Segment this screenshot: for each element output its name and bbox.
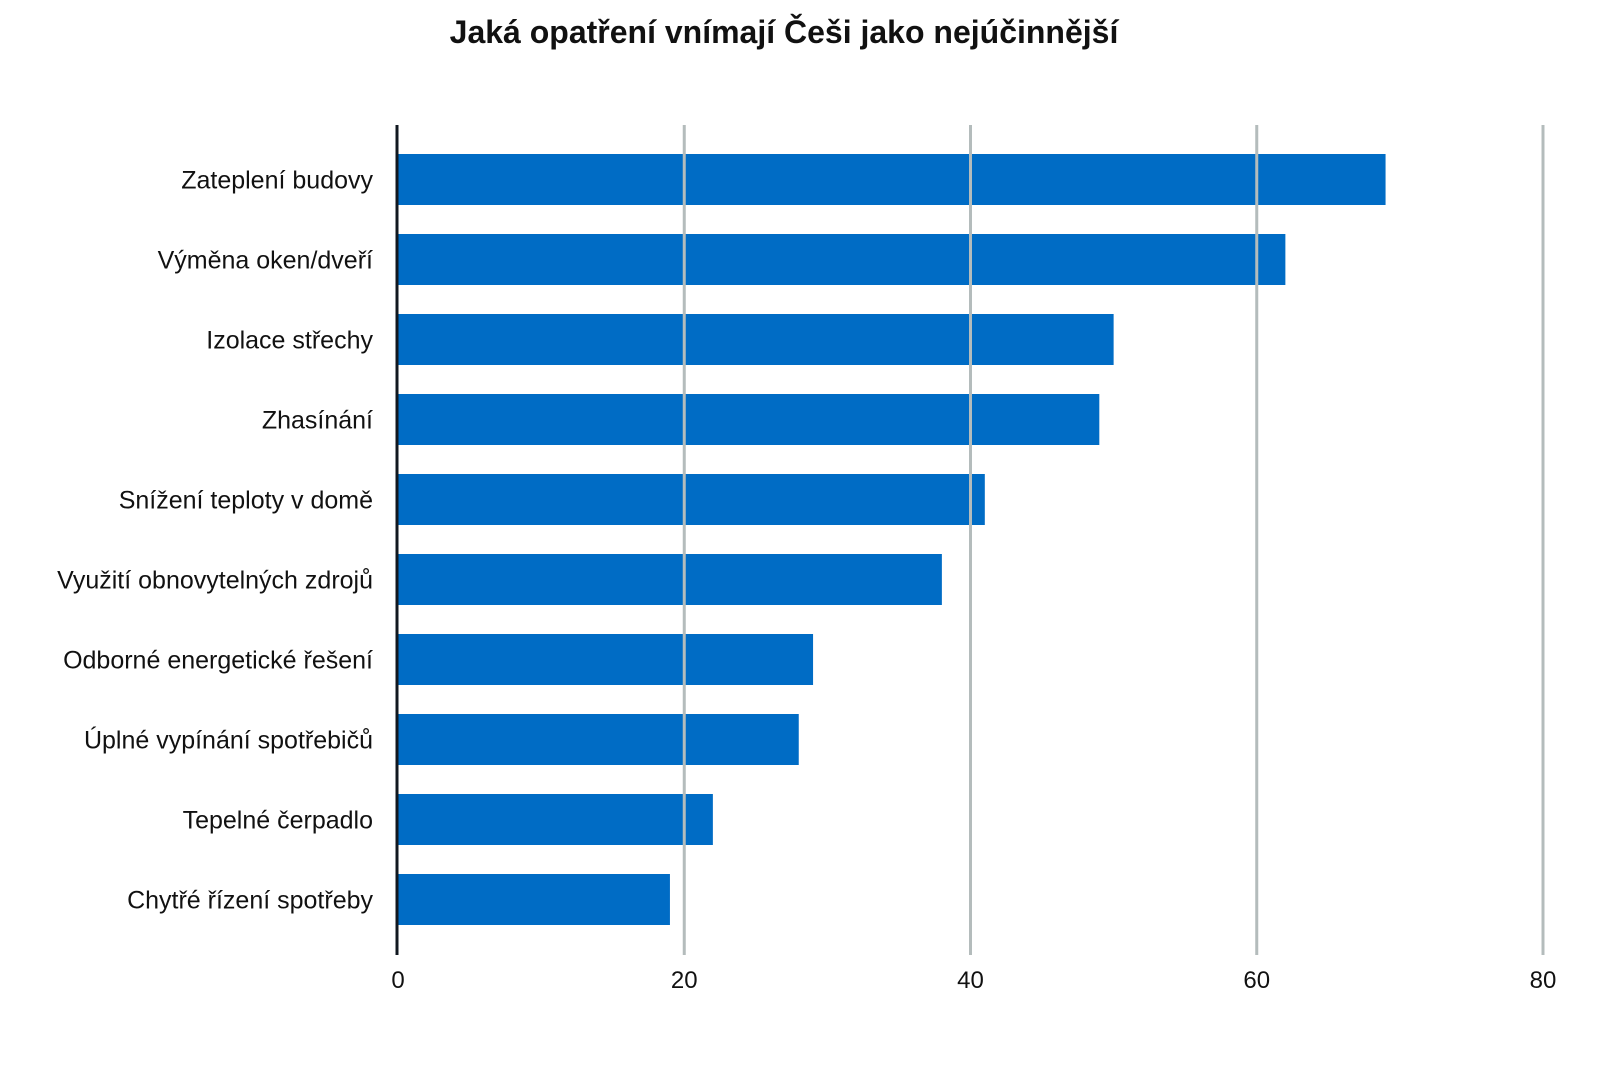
- bar: [398, 714, 799, 765]
- x-tick-label: 80: [1530, 967, 1557, 994]
- bar: [398, 394, 1100, 445]
- bar: [398, 874, 670, 925]
- category-label: Zhasínání: [262, 407, 373, 435]
- x-tick-label: 60: [1243, 967, 1270, 994]
- category-label: Využití obnovytelných zdrojů: [57, 567, 373, 595]
- bar: [398, 554, 942, 605]
- bar: [398, 234, 1286, 285]
- bar: [398, 634, 814, 685]
- x-tick-label: 40: [957, 967, 984, 994]
- category-label: Úplné vypínání spotřebičů: [84, 726, 373, 755]
- chart-title: Jaká opatření vnímají Češi jako nejúčinn…: [449, 14, 1119, 50]
- category-label: Chytřé řízení spotřeby: [127, 887, 373, 915]
- category-label: Odborné energetické řešení: [63, 647, 373, 675]
- category-label: Zateplení budovy: [181, 167, 373, 195]
- bar: [398, 794, 713, 845]
- category-label: Tepelné čerpadlo: [183, 807, 373, 835]
- bar: [398, 474, 985, 525]
- x-tick-label: 20: [671, 967, 698, 994]
- category-label: Snížení teploty v domě: [119, 487, 373, 515]
- category-label: Izolace střechy: [206, 327, 373, 355]
- bar: [398, 314, 1114, 365]
- category-label: Výměna oken/dveří: [158, 247, 373, 275]
- x-tick-label: 0: [391, 967, 404, 994]
- bar: [398, 154, 1386, 205]
